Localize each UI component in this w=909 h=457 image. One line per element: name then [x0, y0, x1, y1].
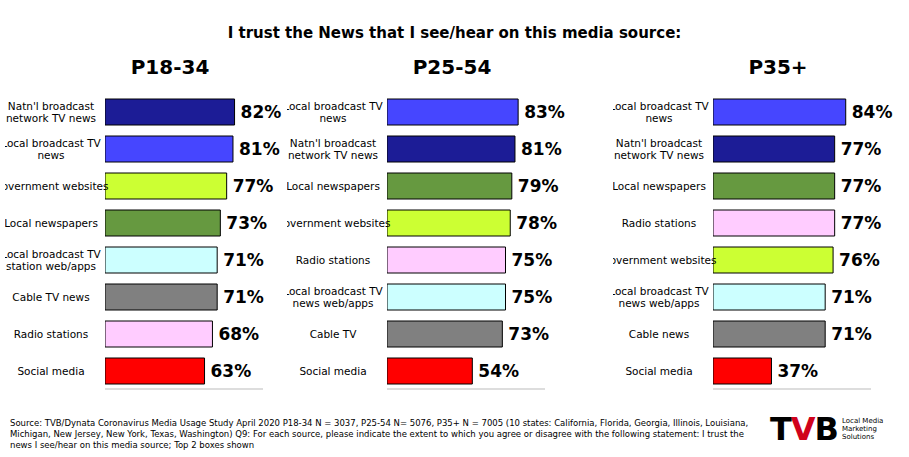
html-text:P18-34: P18-34 [130, 55, 210, 79]
html-text:P25-54: P25-54 [412, 55, 492, 79]
svg-text:82%: 82% [241, 102, 282, 122]
svg-text:Government websites: Government websites [287, 217, 390, 229]
svg-text:Social media: Social media [299, 365, 366, 377]
svg-text:77%: 77% [233, 176, 274, 196]
svg-text:Natn'l broadcastnetwork TV new: Natn'l broadcastnetwork TV news [614, 137, 704, 161]
svg-text:Cable TV: Cable TV [310, 328, 358, 340]
svg-text:Radio stations: Radio stations [622, 217, 696, 229]
svg-text:Radio stations: Radio stations [296, 254, 370, 266]
svg-text:77%: 77% [841, 213, 882, 233]
svg-text:71%: 71% [831, 287, 872, 307]
svg-text:79%: 79% [518, 176, 559, 196]
svg-text:78%: 78% [516, 213, 557, 233]
html-text:Source: TVB/Dynata Coronavirus: Source: TVB/Dynata Coronavirus Media Usa… [10, 418, 749, 450]
svg-text:Local broadcast TVnews: Local broadcast TVnews [287, 100, 384, 124]
svg-text:81%: 81% [239, 139, 280, 159]
svg-text:Local broadcast TVnews web/app: Local broadcast TVnews web/apps [287, 285, 384, 309]
svg-text:54%: 54% [478, 361, 519, 381]
svg-text:77%: 77% [841, 139, 882, 159]
svg-text:81%: 81% [521, 139, 562, 159]
svg-text:73%: 73% [226, 213, 267, 233]
svg-text:Government websites: Government websites [8, 180, 108, 192]
svg-text:75%: 75% [512, 287, 553, 307]
svg-text:71%: 71% [223, 250, 264, 270]
svg-text:Radio stations: Radio stations [14, 328, 88, 340]
html-text:Local Media Marketing Solution: Local Media Marketing Solutions [842, 417, 884, 441]
svg-text:Cable news: Cable news [629, 328, 689, 340]
svg-text:Local newspapers: Local newspapers [613, 180, 706, 192]
svg-text:Local broadcast TVnews web/app: Local broadcast TVnews web/apps [613, 285, 710, 309]
svg-text:73%: 73% [508, 324, 549, 344]
svg-text:Social media: Social media [17, 365, 84, 377]
html-text:I trust the News that I see/he: I trust the News that I see/hear on this… [227, 24, 682, 42]
html-text:T V B: T V B [770, 410, 838, 448]
svg-text:Cable TV news: Cable TV news [12, 291, 89, 303]
svg-text:84%: 84% [852, 102, 893, 122]
svg-text:76%: 76% [839, 250, 880, 270]
svg-text:75%: 75% [512, 250, 553, 270]
svg-text:Local broadcast TVstation web/: Local broadcast TVstation web/apps [8, 248, 102, 272]
svg-text:Natn'l broadcastnetwork TV new: Natn'l broadcastnetwork TV news [288, 137, 378, 161]
html-text:P35+: P35+ [748, 55, 808, 79]
svg-text:Local broadcast TVnews: Local broadcast TVnews [8, 137, 102, 161]
svg-text:Local broadcast TVnews: Local broadcast TVnews [613, 100, 710, 124]
svg-text:Natn'l broadcastnetwork TV new: Natn'l broadcastnetwork TV news [8, 100, 96, 124]
svg-text:63%: 63% [211, 361, 252, 381]
svg-text:Government websites: Government websites [613, 254, 716, 266]
svg-text:Local newspapers: Local newspapers [8, 217, 98, 229]
svg-text:71%: 71% [223, 287, 264, 307]
svg-text:71%: 71% [831, 324, 872, 344]
svg-text:37%: 37% [777, 361, 818, 381]
svg-text:77%: 77% [841, 176, 882, 196]
svg-text:83%: 83% [524, 102, 565, 122]
svg-text:68%: 68% [218, 324, 259, 344]
svg-text:Local newspapers: Local newspapers [287, 180, 380, 192]
svg-text:Social media: Social media [625, 365, 692, 377]
